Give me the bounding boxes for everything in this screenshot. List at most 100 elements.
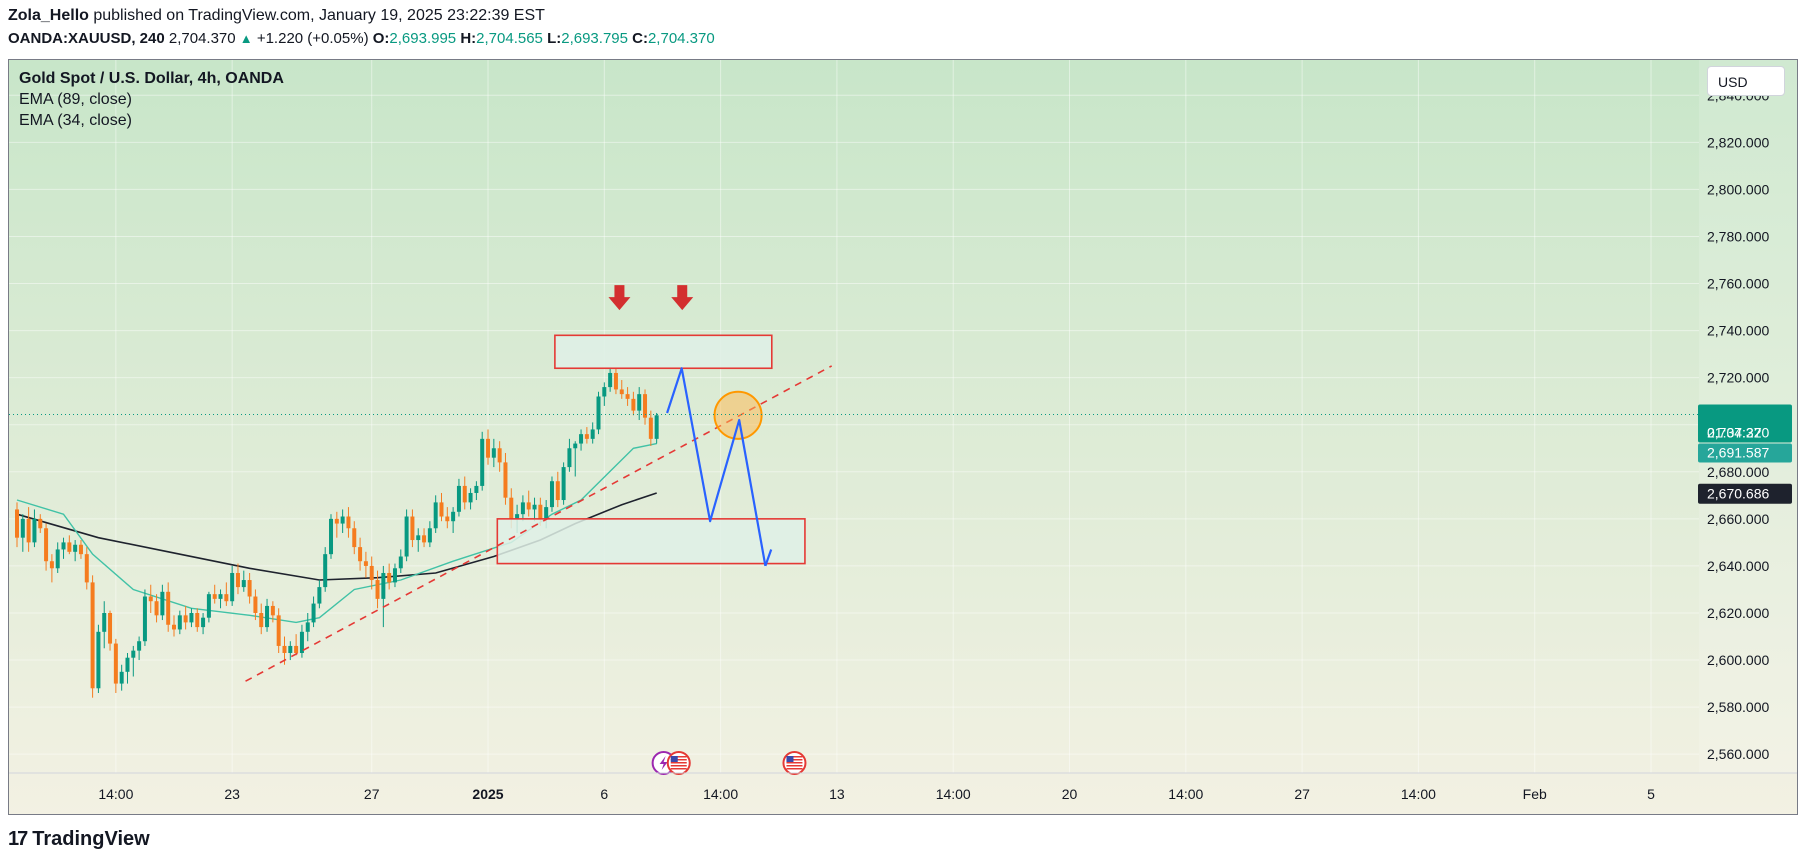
price-tick-label: 2,580.000 [1707, 699, 1769, 715]
candle [613, 368, 618, 395]
candle-body [486, 438, 491, 458]
candle [549, 476, 554, 512]
candle-body [224, 594, 229, 602]
candle [317, 580, 322, 609]
time-tick-label: 6 [600, 786, 608, 802]
tradingview-logo-text[interactable]: TradingView [32, 828, 150, 850]
candle-body [503, 462, 508, 498]
candle [648, 410, 653, 446]
candle-body [20, 518, 25, 538]
candle [398, 549, 403, 573]
arrow-up-icon: ▲ [239, 31, 253, 46]
candle-body [61, 542, 66, 550]
candle [480, 431, 485, 491]
candle-body [183, 615, 188, 623]
candle [160, 584, 165, 621]
candle-body [288, 645, 293, 653]
candle-body [160, 591, 165, 616]
candle-body [404, 516, 409, 557]
close-label: C: [632, 30, 648, 47]
high-value: 2,704.565 [476, 30, 543, 47]
legend-title[interactable]: Gold Spot / U.S. Dollar, 4h, OANDA [19, 70, 284, 87]
candle [247, 572, 252, 604]
candle [177, 610, 182, 635]
quote-line: OANDA:XAUUSD, 240 2,704.370 ▲ +1.220 (+0… [8, 28, 1798, 50]
candle-body [206, 594, 211, 618]
candle-body [177, 615, 182, 630]
candle [241, 570, 246, 592]
candle [358, 537, 363, 571]
event-icons[interactable] [651, 751, 807, 775]
candle [352, 521, 357, 555]
drawings[interactable] [245, 285, 833, 682]
price-tick-label: 2,800.000 [1707, 181, 1769, 197]
author-name[interactable]: Zola_Hello [8, 7, 89, 24]
candle-body [549, 481, 554, 508]
candle-body [247, 580, 252, 597]
time-tick-label: Feb [1523, 786, 1547, 802]
time-tick-label: 20 [1062, 786, 1078, 802]
candle-body [108, 612, 113, 644]
chart-pane[interactable]: 2,560.000 2,580.000 2,600.000 2,620.000 2,64… [8, 59, 1798, 815]
legend-ema-89[interactable]: EMA (89, close) [19, 91, 132, 108]
candle-body [456, 485, 461, 512]
last-price-badge: 2,704.370 [1707, 424, 1769, 440]
candle-body [555, 481, 560, 501]
candle [67, 535, 72, 555]
flag-stripe [670, 765, 687, 767]
candle [602, 382, 607, 406]
candle [369, 556, 374, 590]
candle-body [584, 434, 589, 439]
candle [631, 391, 636, 416]
time-tick-label: 23 [224, 786, 240, 802]
candle-body [590, 429, 595, 439]
candle [49, 554, 54, 583]
time-axis[interactable]: 14:00 23 27 2025 6 14:00 13 14:00 20 14:00 27 14:00… [9, 772, 1798, 802]
tradingview-logo-icon[interactable]: 17 [8, 828, 28, 850]
candle-body [538, 504, 543, 519]
candle [96, 624, 101, 693]
candle [137, 636, 142, 661]
legend-ema-34[interactable]: EMA (34, close) [19, 112, 132, 129]
currency-selector[interactable]: USD [1707, 66, 1785, 96]
candle [26, 507, 31, 552]
candle [218, 589, 223, 609]
candle [32, 509, 37, 548]
candle-body [363, 561, 368, 566]
candle [625, 387, 630, 406]
time-tick-label: 14:00 [98, 786, 133, 802]
candle-body [608, 372, 613, 388]
candle [311, 596, 316, 628]
candle [637, 387, 642, 421]
candle-body [317, 587, 322, 604]
us-flag-event-icon[interactable] [666, 751, 691, 775]
candle [643, 389, 648, 425]
chart-canvas[interactable]: 2,560.000 2,580.000 2,600.000 2,620.000 2,64… [9, 60, 1798, 815]
candle [410, 509, 415, 548]
lightning-icon [659, 756, 668, 770]
candle-body [410, 516, 415, 541]
candle-body [613, 372, 618, 390]
price-tick-label: 2,740.000 [1707, 323, 1769, 339]
price-tick-label: 2,620.000 [1707, 605, 1769, 621]
flag-canton [786, 756, 794, 762]
candle [276, 608, 281, 653]
candle-body [369, 565, 374, 581]
candle-body [596, 396, 601, 430]
candle-body [392, 568, 397, 583]
us-flag-event-icon[interactable] [782, 751, 807, 775]
candle-body [526, 502, 531, 510]
candle-body [480, 438, 485, 486]
flag-stripe [670, 756, 687, 758]
footer: 17 TradingView [8, 824, 150, 854]
candle-body [142, 596, 147, 642]
candle [439, 492, 444, 522]
time-tick-label: 14:00 [1168, 786, 1203, 802]
candle [131, 645, 136, 677]
price-tick-label: 2,720.000 [1707, 370, 1769, 386]
candle-body [67, 542, 72, 552]
candle [427, 521, 432, 548]
candle-body [276, 615, 281, 646]
candle-body [102, 612, 107, 632]
candle [329, 514, 334, 559]
